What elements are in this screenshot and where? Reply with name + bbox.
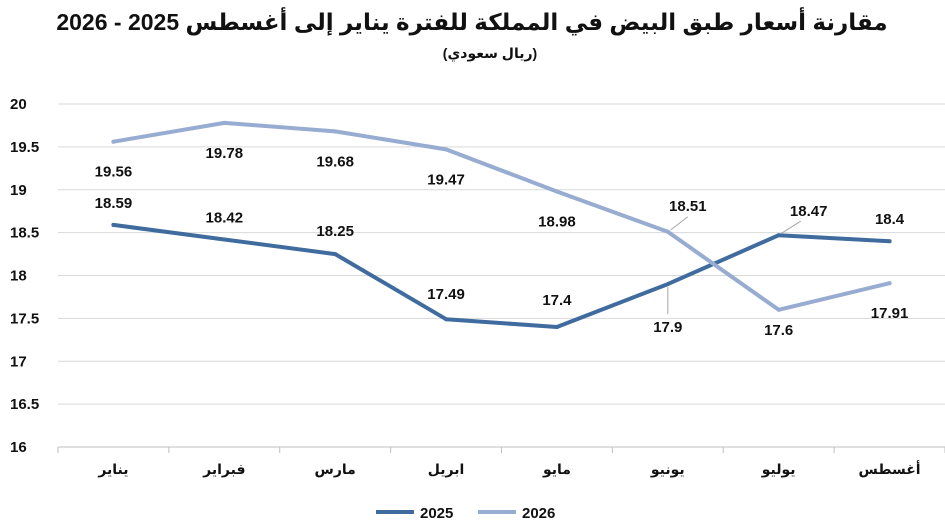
data-label-2026: 17.6: [764, 322, 793, 339]
data-label-2026: 17.91: [871, 305, 909, 322]
data-point: [554, 324, 559, 329]
data-label-2025: 17.9: [653, 319, 682, 336]
data-label-2026: 19.68: [316, 153, 354, 170]
data-point: [554, 189, 559, 194]
data-point: [333, 129, 338, 134]
y-tick-label: 16: [10, 439, 27, 456]
x-tick-label: أغسطس: [859, 460, 921, 477]
data-label-2026: 18.98: [538, 213, 576, 230]
chart-title: مقارنة أسعار طبق البيض في المملكة للفترة…: [56, 6, 887, 36]
series-line-2025: [111, 222, 892, 329]
data-point: [333, 252, 338, 257]
data-labels: 18.59 18.42 18.25 17.49 17.4 17.9 18.47 18.4 19.…: [95, 145, 909, 339]
data-point: [665, 229, 670, 234]
y-tick-label: 16.5: [10, 396, 39, 413]
y-tick-label: 18.5: [10, 225, 39, 242]
data-label-2025: 18.42: [206, 209, 244, 226]
data-point: [887, 239, 892, 244]
data-point: [444, 147, 449, 152]
y-tick-label: 18: [10, 268, 27, 285]
x-tick-label: فبراير: [202, 461, 245, 478]
y-tick-label: 19.5: [10, 139, 39, 156]
y-tick-label: 20: [10, 96, 27, 113]
leader-line: [670, 216, 689, 231]
x-tick-label: يونيو: [650, 461, 685, 478]
data-point: [444, 317, 449, 322]
y-tick-label: 19: [10, 182, 27, 199]
data-point: [887, 281, 892, 286]
data-label-2026: 18.51: [669, 198, 707, 215]
gridlines: [58, 103, 945, 448]
axes: 20 19.5 19 18.5 18 17.5 17 16.5 16 يناير فبراير مار…: [10, 96, 945, 478]
leader-line: [781, 220, 801, 234]
series-line-2026: [111, 120, 892, 312]
data-point: [776, 307, 781, 312]
data-point: [776, 233, 781, 238]
data-label-2025: 18.25: [316, 223, 354, 240]
chart-subtitle: (ريال سعودي): [443, 45, 537, 63]
data-point: [111, 222, 116, 227]
legend-label-2026: 2026: [522, 505, 555, 522]
data-point: [111, 139, 116, 144]
x-tick-label: يوليو: [761, 461, 796, 478]
data-point: [665, 282, 670, 287]
data-label-2026: 19.56: [95, 164, 133, 181]
legend: 2025 2026: [376, 505, 555, 522]
data-label-2026: 19.47: [427, 171, 465, 188]
series-lines: [111, 120, 892, 329]
data-label-2025: 17.4: [542, 292, 572, 309]
data-point: [222, 120, 227, 125]
data-point: [222, 237, 227, 242]
data-label-2025: 18.4: [875, 211, 905, 228]
x-tick-label: ابريل: [428, 461, 465, 478]
y-tick-label: 17: [10, 353, 27, 370]
legend-label-2025: 2025: [420, 505, 453, 522]
y-tick-label: 17.5: [10, 310, 39, 327]
x-tick-label: مارس: [315, 461, 356, 477]
data-label-2025: 17.49: [427, 286, 465, 303]
x-tick-label: يناير: [97, 461, 128, 478]
x-tick-label: مايو: [542, 461, 571, 478]
data-label-2025: 18.59: [95, 195, 133, 212]
data-label-2026: 19.78: [206, 145, 244, 162]
data-label-2025: 18.47: [790, 203, 828, 220]
